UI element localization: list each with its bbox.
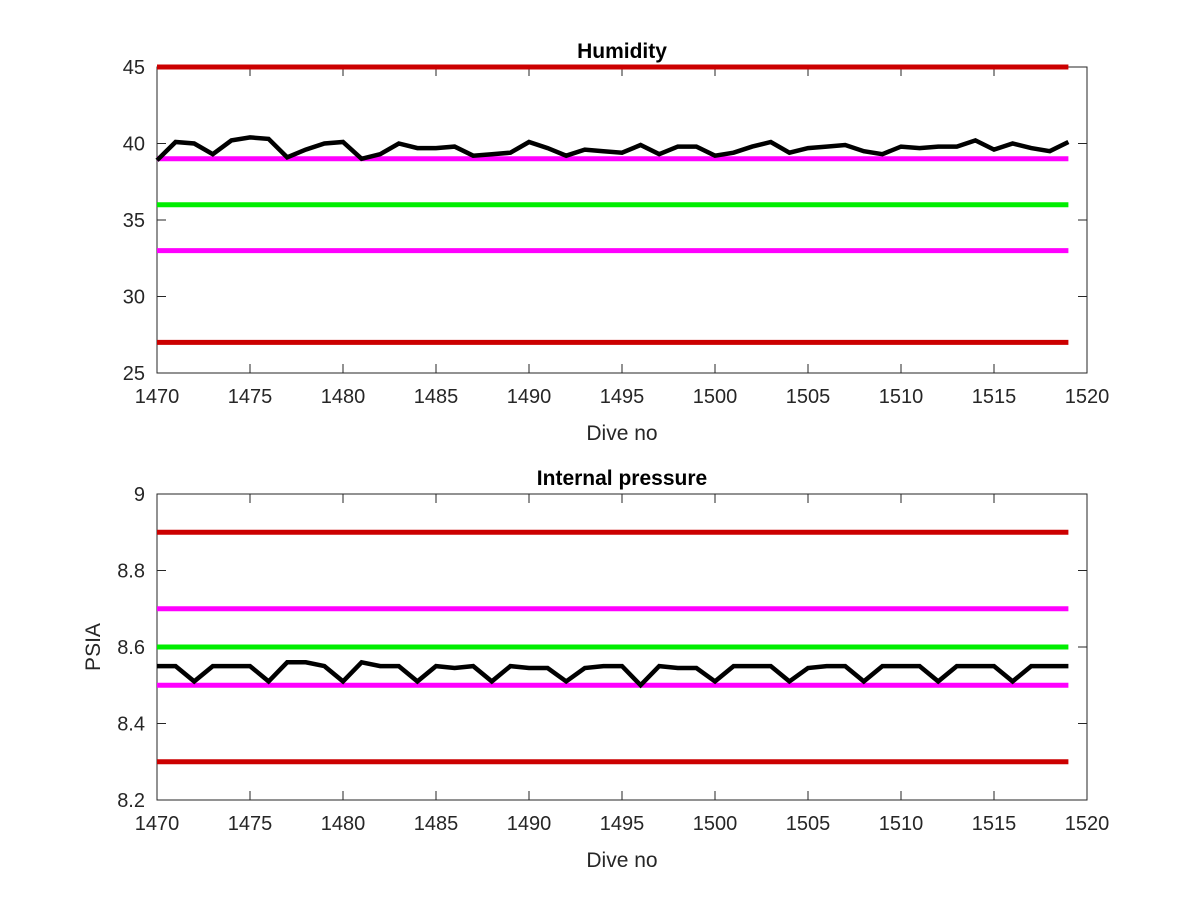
x-tick-label: 1475 [228,386,273,408]
x-tick-label: 1480 [321,813,366,835]
axes-frame [156,66,1088,374]
x-tick-label: 1505 [786,386,831,408]
chart-title: Humidity [577,40,667,63]
x-axis-label: Dive no [586,422,657,445]
x-tick-label: 1515 [972,386,1017,408]
y-tick-label: 30 [123,287,145,309]
x-tick-label: 1470 [135,813,180,835]
y-axis-label: PSIA [82,623,105,671]
x-tick-label: 1515 [972,813,1017,835]
x-tick-label: 1485 [414,813,459,835]
x-tick-label: 1520 [1065,386,1110,408]
x-tick-label: 1495 [600,813,645,835]
y-tick-label: 35 [123,210,145,232]
y-tick-label: 8.4 [117,714,145,736]
x-tick-label: 1520 [1065,813,1110,835]
x-tick-label: 1485 [414,386,459,408]
x-tick-label: 1490 [507,813,552,835]
x-tick-label: 1475 [228,813,273,835]
series-line [157,659,1069,689]
y-tick-label: 8.8 [117,561,145,583]
x-tick-label: 1505 [786,813,831,835]
humidity-chart: 1470 1475 1480 1485 1490 1495 1500 1505 1510 1515… [123,40,1110,445]
x-axis-label: Dive no [586,849,657,872]
x-tick-label: 1480 [321,386,366,408]
series-line [155,135,1070,162]
x-tick-label: 1510 [879,813,924,835]
x-tick-label: 1470 [135,386,180,408]
y-tick-label: 25 [123,363,145,385]
y-tick-label: 8.2 [117,790,145,812]
y-tick-label: 9 [134,484,145,506]
x-tick-label: 1510 [879,386,924,408]
y-tick-label: 45 [123,57,145,79]
x-tick-label: 1500 [693,813,738,835]
chart-title: Internal pressure [537,467,707,490]
x-tick-label: 1495 [600,386,645,408]
x-tick-label: 1500 [693,386,738,408]
internal-pressure-chart: 1470 1475 1480 1485 1490 1495 1500 1505 1510 1515… [82,467,1109,872]
y-tick-label: 8.6 [117,637,145,659]
y-tick-label: 40 [123,134,145,156]
x-tick-label: 1490 [507,386,552,408]
